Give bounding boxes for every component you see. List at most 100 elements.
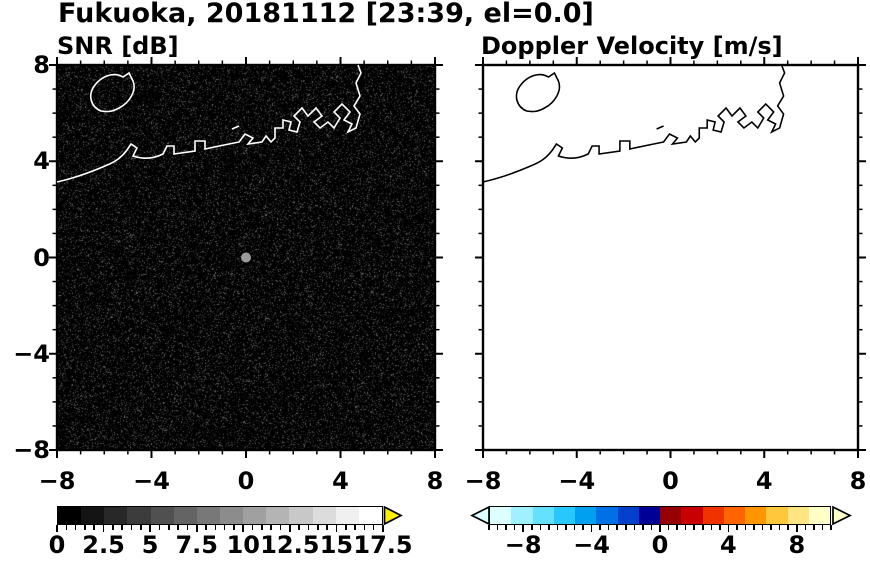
colorbar-band [575,507,596,524]
colorbar-tick [505,525,507,530]
colorbar-tick [112,525,114,530]
arrow-shape [385,507,402,524]
colorbar-tick-label: 4 [693,530,763,560]
y-axis-tick-label: 8 [4,50,50,80]
colorbar-band [174,507,197,524]
colorbar-tick [642,525,644,530]
colorbar-band [766,507,787,524]
colorbar-tick [582,525,584,530]
colorbar-tick [745,525,747,530]
colorbar-tick [830,525,832,530]
colorbar-tick [177,525,179,530]
colorbar-tick [565,525,567,530]
colorbar-tick [753,525,755,530]
snr-colorbar [57,506,383,525]
colorbar-tick [121,525,123,530]
colorbar-tick [75,525,77,530]
colorbar-band [197,507,220,524]
colorbar-tick [548,525,550,530]
radar-figure: Fukuoka, 20181112 [23:39, el=0.0] SNR [d… [0,0,870,570]
colorbar-tick [693,525,695,530]
colorbar-band [596,507,617,524]
doppler-colorbar-over-arrow-icon [832,506,852,525]
colorbar-tick [787,525,789,530]
colorbar-band [266,507,289,524]
colorbar-band [639,507,660,524]
colorbar-band [104,507,127,524]
arrow-shape [472,507,489,524]
colorbar-tick [685,525,687,530]
arrow-shape [833,507,850,524]
x-axis-tick-label: 0 [636,466,706,496]
plot-frame [483,65,858,450]
colorbar-tick [233,525,235,530]
colorbar-tick [702,525,704,530]
colorbar-tick [676,525,678,530]
colorbar-tick [215,525,217,530]
snr-colorbar-over-arrow-icon [383,506,403,525]
x-axis-tick-label: 0 [211,466,281,496]
colorbar-band [243,507,266,524]
x-axis-tick-label: 4 [306,466,376,496]
map-overlay [57,65,361,263]
colorbar-tick [514,525,516,530]
colorbar-band [724,507,745,524]
colorbar-tick [531,525,533,530]
colorbar-tick [224,525,226,530]
doppler-colorbar-under-arrow-icon [470,506,490,525]
coastline-path [483,65,785,182]
doppler-plot-axes [473,55,868,460]
colorbar-tick [270,525,272,530]
colorbar-band [490,507,511,524]
colorbar-tick [625,525,627,530]
colorbar-tick [280,525,282,530]
colorbar-band [703,507,724,524]
x-axis-tick-label: −4 [542,466,612,496]
colorbar-tick [298,525,300,530]
colorbar-tick [187,525,189,530]
colorbar-band [618,507,639,524]
colorbar-tick [719,525,721,530]
colorbar-tick [308,525,310,530]
colorbar-band [313,507,336,524]
colorbar-tick [599,525,601,530]
colorbar-band [359,507,382,524]
colorbar-tick [616,525,618,530]
colorbar-band [809,507,830,524]
colorbar-tick [326,525,328,530]
colorbar-tick [140,525,142,530]
x-axis-tick-label: 4 [729,466,799,496]
colorbar-tick [779,525,781,530]
colorbar-tick [205,525,207,530]
colorbar-tick [252,525,254,530]
x-axis-tick-label: −8 [22,466,92,496]
snr-plot [57,65,435,450]
colorbar-band [220,507,243,524]
colorbar-tick [762,525,764,530]
snr-plot-axes [47,55,445,460]
colorbar-band [554,507,575,524]
colorbar-band [127,507,150,524]
colorbar-tick [66,525,68,530]
colorbar-tick [608,525,610,530]
colorbar-tick [345,525,347,530]
radar-origin-dot [241,253,251,263]
colorbar-band [81,507,104,524]
colorbar-tick [261,525,263,530]
colorbar-band [511,507,532,524]
colorbar-tick [770,525,772,530]
colorbar-tick-label: 17.5 [348,530,418,560]
x-axis-tick-label: −4 [117,466,187,496]
colorbar-tick [317,525,319,530]
colorbar-tick [651,525,653,530]
coastline-path [57,65,361,182]
colorbar-tick [634,525,636,530]
y-axis-tick-label: −4 [4,339,50,369]
colorbar-tick [131,525,133,530]
colorbar-tick [488,525,490,530]
colorbar-band [151,507,174,524]
colorbar-tick [497,525,499,530]
colorbar-tick [168,525,170,530]
figure-title: Fukuoka, 20181112 [23:39, el=0.0] [58,0,594,30]
colorbar-tick-label: 0 [625,530,695,560]
